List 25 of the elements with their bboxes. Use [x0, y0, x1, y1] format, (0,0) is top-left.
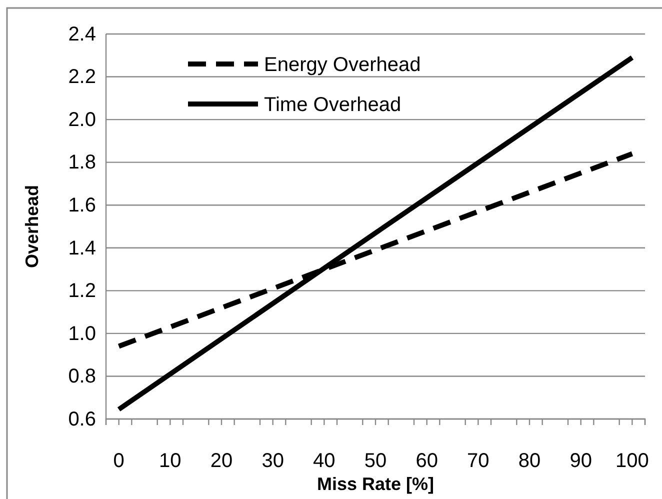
y-axis-title: Overhead	[22, 184, 42, 268]
x-tick-label: 100	[615, 450, 649, 472]
x-tick-label: 80	[518, 450, 541, 472]
x-tick-label: 50	[364, 450, 387, 472]
y-tick-label: 1.4	[68, 237, 96, 260]
y-tick-label: 0.6	[68, 408, 96, 430]
x-tick-label: 30	[262, 450, 284, 472]
x-tick-label: 20	[210, 450, 233, 472]
legend-label: Energy Overhead	[264, 54, 421, 76]
x-tick-label: 60	[416, 450, 438, 472]
x-tick-label: 70	[467, 450, 490, 472]
y-tick-label: 1.6	[68, 194, 96, 217]
y-tick-label: 2.0	[68, 108, 96, 131]
y-tick-label: 1.2	[68, 280, 96, 302]
x-axis-title: Miss Rate [%]	[316, 474, 434, 494]
x-tick-label: 90	[570, 450, 592, 472]
x-tick-label: 10	[159, 450, 182, 472]
y-tick-label: 2.2	[68, 66, 96, 88]
x-tick-label: 40	[313, 450, 336, 472]
x-tick-label: 0	[113, 450, 124, 472]
y-tick-label: 2.4	[68, 23, 96, 46]
y-tick-label: 1.8	[68, 152, 96, 174]
legend-label: Time Overhead	[264, 94, 402, 116]
y-tick-label: 0.8	[68, 366, 96, 388]
y-tick-label: 1.0	[68, 322, 96, 345]
